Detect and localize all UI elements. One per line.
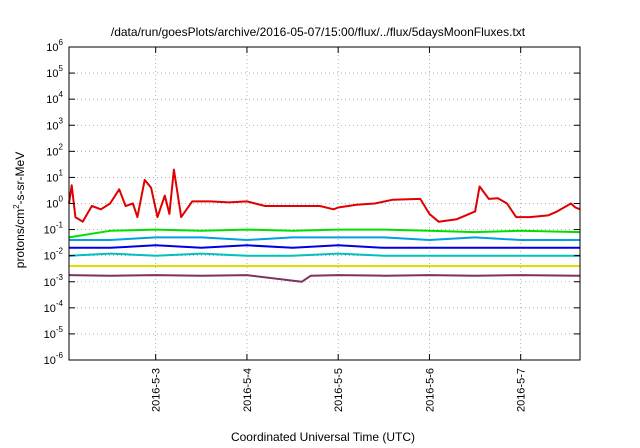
series-line-4 <box>69 244 580 249</box>
series-line-1 <box>68 168 581 223</box>
series-line-3 <box>69 236 580 241</box>
x-tick-label: 2016-5-5 <box>333 368 345 412</box>
series-line-5 <box>68 252 580 257</box>
y-label-sup: 2 <box>12 204 21 209</box>
y-tick-label: 100 <box>46 195 63 211</box>
x-axis: 2016-5-3 2016-5-4 2016-5-5 2016-5-6 2016-5-7 <box>151 47 528 412</box>
y-tick-label: 10-4 <box>44 299 64 315</box>
y-tick-label: 10-5 <box>44 325 64 341</box>
y-tick-label: 105 <box>46 64 63 80</box>
y-label-main: protons/cm <box>13 209 27 268</box>
series-line-7 <box>68 274 581 283</box>
y-tick-label: 10-3 <box>44 273 64 289</box>
x-tick-label: 2016-5-4 <box>242 368 254 412</box>
y-tick-label: 103 <box>46 116 63 132</box>
data-series <box>68 168 581 283</box>
y-tick-label: 104 <box>46 90 63 106</box>
y-label-tail: -s-sr-MeV <box>13 152 27 205</box>
y-tick-label: 101 <box>46 168 63 184</box>
y-axis: 10-6 10-5 10-4 10-3 10-2 10-1 100 101 102 103 104 1… <box>44 38 580 367</box>
x-axis-label: Coordinated Universal Time (UTC) <box>231 430 415 444</box>
x-tick-label: 2016-5-7 <box>516 368 528 412</box>
y-tick-label: 10-2 <box>44 247 64 263</box>
y-tick-label: 10-1 <box>44 221 64 237</box>
grid <box>69 47 580 360</box>
y-tick-label: 102 <box>46 142 63 158</box>
series-line-2 <box>68 228 581 239</box>
y-axis-label: protons/cm2-s-sr-MeV <box>12 152 27 268</box>
x-tick-label: 2016-5-6 <box>424 368 436 412</box>
y-tick-label: 106 <box>46 38 63 54</box>
y-tick-label: 10-6 <box>44 351 64 367</box>
chart-title: /data/run/goesPlots/archive/2016-05-07/1… <box>111 25 526 39</box>
x-tick-label: 2016-5-3 <box>151 368 163 412</box>
